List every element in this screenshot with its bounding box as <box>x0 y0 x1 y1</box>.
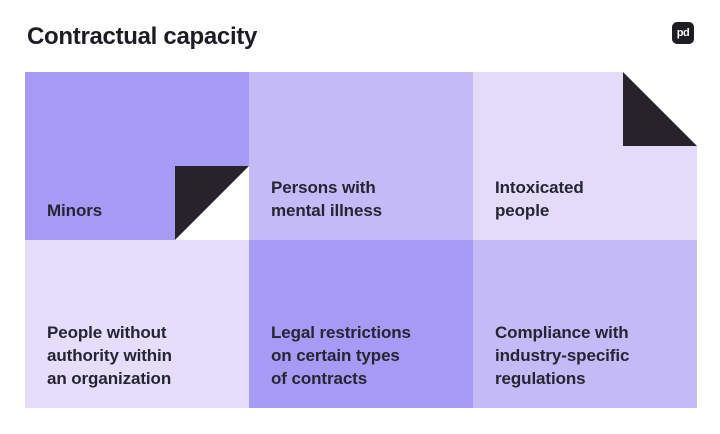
cell-intoxicated-people: Intoxicated people <box>473 72 697 240</box>
cell-label-legal-restrictions: Legal restrictions on certain types of c… <box>271 323 411 388</box>
folded-corner-icon <box>175 166 249 240</box>
folded-corner-icon <box>623 72 697 146</box>
pandadoc-logo-text: pd <box>676 26 690 39</box>
cell-compliance-regulations: Compliance with industry-specific regula… <box>473 240 697 408</box>
cell-label-minors: Minors <box>47 201 103 220</box>
cell-label-people-without-authority: People without authority within an organ… <box>47 323 172 388</box>
cell-label-compliance-regulations: Compliance with industry-specific regula… <box>495 323 630 388</box>
cell-legal-restrictions: Legal restrictions on certain types of c… <box>249 240 473 408</box>
capacity-grid: Minors Persons with mental illness Intox… <box>25 72 697 408</box>
page-title: Contractual capacity <box>27 23 258 50</box>
cell-label-persons-with-mental-illness: Persons with mental illness <box>271 178 383 220</box>
cell-label-intoxicated-people: Intoxicated people <box>495 178 584 220</box>
cell-people-without-authority: People without authority within an organ… <box>25 240 249 408</box>
cell-persons-with-mental-illness: Persons with mental illness <box>249 72 473 240</box>
pandadoc-logo-icon: pd <box>672 22 694 44</box>
cell-minors: Minors <box>25 72 249 240</box>
